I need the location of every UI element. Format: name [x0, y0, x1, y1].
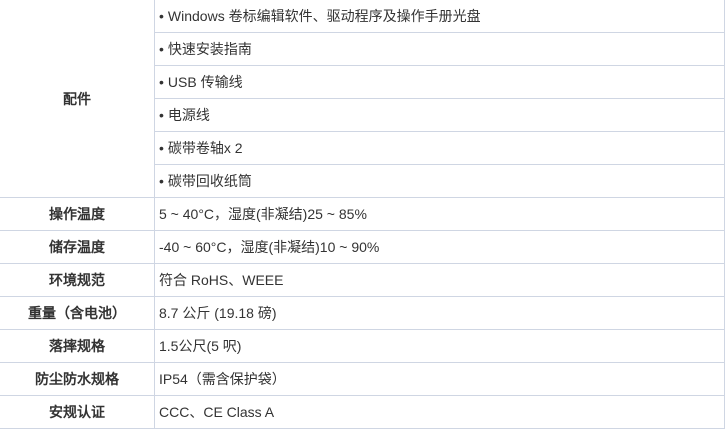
row-value: 8.7 公斤 (19.18 磅): [154, 296, 725, 330]
list-item: • USB 传输线: [154, 65, 725, 99]
item-text: 碳带卷轴x 2: [167, 140, 243, 156]
table-row: 安规认证 CCC、CE Class A: [0, 395, 725, 429]
table-row: 落摔规格 1.5公尺(5 呎): [0, 329, 725, 363]
row-label: 防尘防水规格: [0, 362, 155, 396]
row-label: 配件: [0, 0, 155, 198]
row-value: -40 ~ 60°C，湿度(非凝结)10 ~ 90%: [154, 230, 725, 264]
table-row: • 碳带卷轴x 2: [0, 131, 725, 165]
row-label: 储存温度: [0, 230, 155, 264]
row-value: CCC、CE Class A: [154, 395, 725, 429]
table-row: 储存温度 -40 ~ 60°C，湿度(非凝结)10 ~ 90%: [0, 230, 725, 264]
table-row: 防尘防水规格 IP54（需含保护袋）: [0, 362, 725, 396]
row-label: 落摔规格: [0, 329, 155, 363]
table-row: • 快速安装指南: [0, 32, 725, 66]
list-item: • Windows 卷标编辑软件、驱动程序及操作手册光盘: [154, 0, 725, 33]
list-item: • 电源线: [154, 98, 725, 132]
list-item: • 碳带回收纸筒: [154, 164, 725, 198]
row-value: 1.5公尺(5 呎): [154, 329, 725, 363]
item-text: USB 传输线: [167, 74, 243, 90]
list-item: • 快速安装指南: [154, 32, 725, 66]
table-row: 环境规范 符合 RoHS、WEEE: [0, 263, 725, 297]
table-row: 操作温度 5 ~ 40°C，湿度(非凝结)25 ~ 85%: [0, 197, 725, 231]
item-text: 碳带回收纸筒: [167, 173, 252, 189]
row-value: 符合 RoHS、WEEE: [154, 263, 725, 297]
table-row: 配件 • Windows 卷标编辑软件、驱动程序及操作手册光盘: [0, 0, 725, 198]
table-row: • USB 传输线: [0, 65, 725, 99]
table-row: 重量（含电池） 8.7 公斤 (19.18 磅): [0, 296, 725, 330]
row-value: 5 ~ 40°C，湿度(非凝结)25 ~ 85%: [154, 197, 725, 231]
row-label: 环境规范: [0, 263, 155, 297]
row-label: 重量（含电池）: [0, 296, 155, 330]
item-text: 电源线: [167, 107, 210, 123]
row-label: 操作温度: [0, 197, 155, 231]
list-item: • 碳带卷轴x 2: [154, 131, 725, 165]
item-text: Windows 卷标编辑软件、驱动程序及操作手册光盘: [167, 8, 481, 24]
item-text: 快速安装指南: [167, 41, 252, 57]
row-value: IP54（需含保护袋）: [154, 362, 725, 396]
row-label: 安规认证: [0, 395, 155, 429]
